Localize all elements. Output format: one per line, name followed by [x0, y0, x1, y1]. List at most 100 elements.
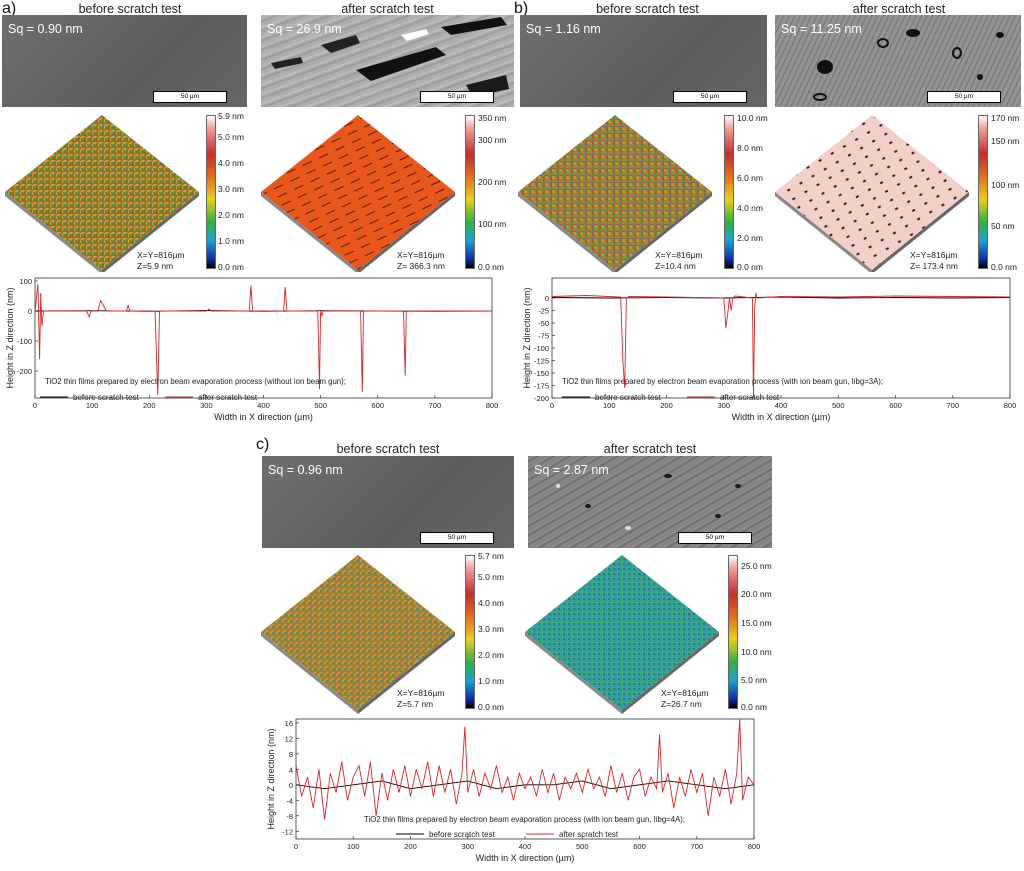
defect [625, 526, 631, 530]
cbar-tick: 0.0 nm [741, 702, 767, 712]
y-tick-label: -25 [538, 307, 549, 316]
cbar-tick: 5.0 nm [218, 132, 244, 142]
x-tick-label: 0 [550, 401, 554, 410]
chart-title: TiO2 thin films prepared by electron bea… [45, 377, 346, 386]
scalebar-before-a: 50 µm [153, 91, 227, 103]
title-before-a: before scratch test [78, 2, 182, 16]
scalebar-before-b: 50 µm [673, 91, 747, 103]
defect [996, 32, 1004, 38]
cbar-tick: 10.0 nm [737, 113, 768, 123]
cbar-tick: 4.0 nm [478, 598, 504, 608]
sq-after-b: Sq = 11.25 nm [781, 22, 862, 36]
surface-dims-before-a: X=Y=816µm Z=5.9 nm [137, 250, 184, 272]
surface-side [775, 192, 872, 272]
x-tick-label: 200 [143, 401, 156, 410]
legend-label: before scratch test [73, 393, 140, 402]
colorbar-ticks-after-c: 25.0 nm 20.0 nm 15.0 nm 10.0 nm 5.0 nm 0… [741, 551, 785, 712]
title-before-c: before scratch test [336, 442, 440, 456]
defect [585, 504, 591, 508]
cbar-tick: 5.7 nm [478, 551, 504, 561]
y-tick-label: 8 [289, 750, 293, 759]
series-line-after [295, 718, 755, 820]
cbar-tick: 0.0 nm [991, 262, 1017, 272]
cbar-tick: 6.0 nm [737, 173, 763, 183]
colorbar-ticks-after-b: 170 nm 150 nm 100 nm 50 nm 0.0 nm [991, 111, 1023, 272]
surface-side [358, 192, 455, 272]
z-label: Z=26.7 nm [661, 699, 702, 709]
x-tick-label: 700 [429, 401, 442, 410]
sq-after-c: Sq = 2.87 nm [534, 463, 609, 477]
sem-image-after-a: Sq = 26.9 nm 50 µm [261, 15, 514, 107]
title-after-a: after scratch test [341, 2, 434, 16]
surface-top [525, 555, 719, 710]
surface-3d-after-b [775, 115, 969, 272]
series-line-after [551, 292, 1011, 399]
cbar-tick: 25.0 nm [741, 561, 772, 571]
cbar-tick: 3.0 nm [218, 184, 244, 194]
defect [813, 93, 827, 101]
surface-3d-after-a [261, 115, 455, 272]
y-tick-label: 16 [285, 719, 293, 728]
cbar-tick: 8.0 nm [737, 143, 763, 153]
x-tick-label: 200 [660, 401, 673, 410]
cbar-tick: 5.0 nm [478, 572, 504, 582]
sq-before-c: Sq = 0.96 nm [268, 463, 343, 477]
y-tick-label: -4 [286, 796, 293, 805]
y-axis-label: Height in Z direction (nm) [5, 287, 15, 388]
scalebar-after-b: 50 µm [927, 91, 1001, 103]
cbar-tick: 10.0 nm [741, 647, 772, 657]
y-tick-label: 12 [285, 734, 293, 743]
x-tick-label: 600 [633, 842, 646, 851]
x-tick-label: 800 [748, 842, 761, 851]
defect [271, 57, 303, 69]
cbar-tick: 4.0 nm [737, 203, 763, 213]
defect [401, 29, 429, 41]
x-tick-label: 300 [717, 401, 730, 410]
xy-label: X=Y=816µm [910, 250, 958, 260]
surface-dims-after-c: X=Y=816µm Z=26.7 nm [661, 688, 708, 710]
surface-top [261, 555, 455, 710]
cbar-tick: 1.0 nm [478, 676, 504, 686]
series-line-after [34, 283, 492, 396]
surface-side [525, 632, 622, 714]
y-axis-label: Height in Z direction (nm) [522, 287, 532, 388]
surface-side [261, 632, 358, 714]
y-tick-label: 0 [28, 307, 32, 316]
y-tick-label: -150 [534, 369, 549, 378]
scalebar-before-c: 50 µm [420, 532, 494, 544]
x-tick-label: 400 [775, 401, 788, 410]
series-line-before [551, 296, 1011, 299]
z-label: Z= 366.3 nm [397, 261, 445, 271]
x-tick-label: 600 [889, 401, 902, 410]
sem-image-after-b: Sq = 11.25 nm 50 µm [775, 15, 1021, 107]
colorbar-ticks-before-c: 5.7 nm 5.0 nm 4.0 nm 3.0 nm 2.0 nm 1.0 n… [478, 551, 518, 712]
y-tick-label: -175 [534, 382, 549, 391]
xy-label: X=Y=816µm [397, 250, 445, 260]
cbar-tick: 200 nm [478, 177, 507, 187]
x-tick-label: 100 [86, 401, 99, 410]
y-tick-label: 4 [289, 765, 293, 774]
surface-dims-after-a: X=Y=816µm Z= 366.3 nm [397, 250, 445, 272]
sq-before-a: Sq = 0.90 nm [8, 22, 83, 36]
sem-image-before-c: Sq = 0.96 nm 50 µm [262, 456, 514, 548]
sem-image-after-c: Sq = 2.87 nm 50 µm [528, 456, 772, 548]
defect [441, 17, 507, 35]
z-label: Z=5.9 nm [137, 261, 174, 271]
cbar-tick: 170 nm [991, 113, 1020, 123]
colorbar-before-b [724, 115, 734, 269]
cbar-tick: 5.0 nm [741, 675, 767, 685]
y-tick-label: -75 [538, 332, 549, 341]
x-tick-label: 600 [371, 401, 384, 410]
defect [556, 484, 560, 488]
x-tick-label: 100 [347, 842, 360, 851]
x-tick-label: 400 [257, 401, 270, 410]
cbar-tick: 0.0 nm [478, 702, 504, 712]
colorbar-ticks-before-a: 5.9 nm 5.0 nm 4.0 nm 3.0 nm 2.0 nm 1.0 n… [218, 111, 258, 272]
y-axis-label: Height in Z direction (nm) [266, 728, 276, 829]
surface-side [622, 632, 719, 714]
y-tick-label: -8 [286, 812, 293, 821]
title-after-b: after scratch test [852, 2, 946, 16]
defect [715, 514, 721, 518]
cbar-tick: 300 nm [478, 135, 507, 145]
cbar-tick: 2.0 nm [478, 650, 504, 660]
